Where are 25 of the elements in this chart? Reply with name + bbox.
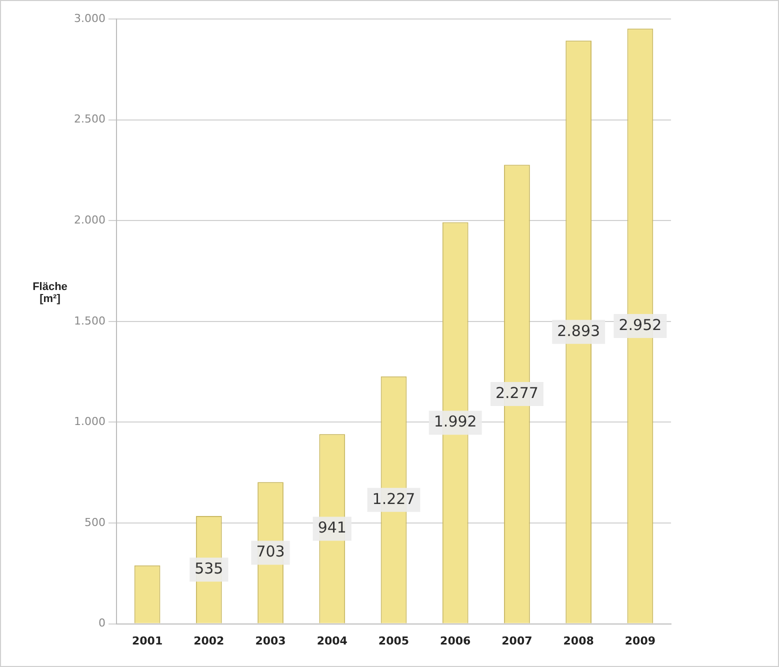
y-tick-label: 500 bbox=[84, 516, 106, 529]
data-label: 941 bbox=[318, 518, 346, 537]
x-tick-label: 2006 bbox=[440, 634, 472, 648]
data-label: 1.992 bbox=[434, 412, 477, 431]
data-label: 2.952 bbox=[618, 316, 662, 334]
x-tick-label: 2001 bbox=[132, 634, 163, 648]
x-tick-label: 2002 bbox=[194, 634, 224, 648]
data-label: 535 bbox=[194, 560, 224, 578]
x-tick-label: 2008 bbox=[563, 634, 594, 648]
data-label: 2.277 bbox=[495, 384, 538, 402]
y-tick-label: 2.500 bbox=[74, 112, 106, 126]
y-tick-label: 2.000 bbox=[74, 213, 106, 226]
y-tick-label: 1.000 bbox=[74, 415, 106, 428]
y-tick-label: 1.500 bbox=[74, 314, 106, 328]
data-label: 2.893 bbox=[557, 322, 600, 340]
x-tick-label: 2004 bbox=[316, 634, 348, 648]
y-axis-title: Fläche [m²] bbox=[32, 281, 68, 305]
x-tick-label: 2009 bbox=[624, 634, 656, 648]
y-tick-label: 0 bbox=[98, 616, 106, 630]
x-tick-label: 2003 bbox=[255, 634, 286, 648]
x-tick-label: 2005 bbox=[378, 634, 410, 648]
x-tick-label: 2007 bbox=[502, 634, 532, 648]
data-label: 1.227 bbox=[372, 490, 416, 508]
data-label: 703 bbox=[256, 542, 285, 561]
y-tick-label: 3.000 bbox=[74, 12, 106, 25]
